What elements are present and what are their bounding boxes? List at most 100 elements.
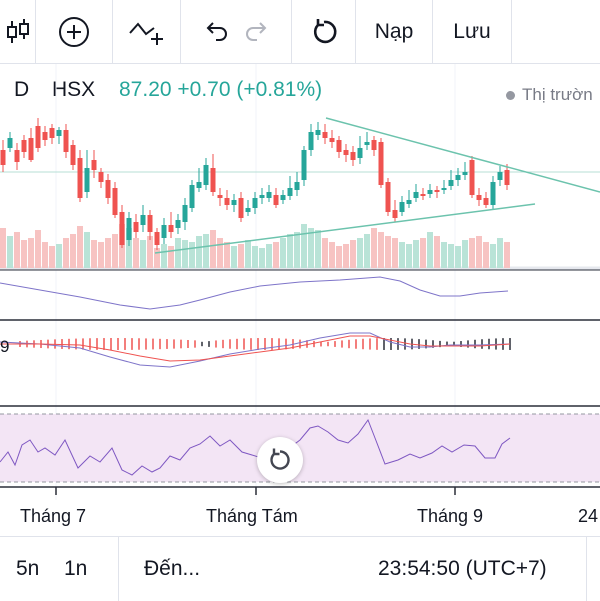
top-toolbar: Nạp Lưu [0,0,600,64]
oscillator-line [0,276,509,310]
volume-bar [98,242,104,268]
candle-body [196,182,202,188]
candle-body [70,145,76,165]
lower-trendline[interactable] [154,203,536,254]
candle-body [28,138,34,160]
add-circle-icon [59,16,89,47]
redo-icon[interactable] [243,18,271,46]
candle-body [287,188,293,196]
range-5y-button[interactable]: 5n [16,557,40,580]
volume-bar [161,244,167,268]
candle-body [476,195,482,200]
candle-body [399,202,405,212]
candle-body [217,195,223,198]
volume-bar [56,244,62,268]
reset-icon [270,448,290,470]
candle-body [161,225,167,238]
volume-bar [280,238,286,268]
candle-body [189,185,195,208]
candle-body [21,140,27,152]
divider [586,537,587,601]
volume-bar [252,246,258,268]
save-layout-button[interactable]: Lưu [433,0,512,64]
candle-body [175,220,181,228]
volume-bar [217,238,223,268]
candle-body [140,215,146,225]
candle-body [154,232,160,245]
candle-body [441,188,447,190]
x-axis-label-august: Tháng Tám [206,506,298,526]
candle-body [392,210,398,218]
volume-bar [42,242,48,268]
signal-line [0,335,511,362]
candle-body [504,170,510,185]
macd-histogram [19,338,511,350]
volume-bar [7,236,13,268]
candle-body [420,194,426,196]
candle-body [35,126,41,148]
upper-trendline[interactable] [325,117,600,193]
undo-redo-group [181,0,292,64]
volume-bar [378,232,384,268]
volume-bar [49,246,55,268]
volume-bar [413,240,419,268]
candle-body [112,188,118,215]
goto-date-button[interactable]: Đến... [144,557,201,580]
volume-bar [294,232,300,268]
volume-bar [399,242,405,268]
candle-body [434,190,440,192]
candle-body [84,168,90,192]
volume-bar [91,240,97,268]
exchange-label: HSX [52,78,96,101]
volume-bar [469,238,475,268]
candles [0,118,510,250]
candle-body [252,198,258,208]
candle-body [133,222,139,232]
chart-type-button[interactable] [0,0,36,64]
volume-bar [189,242,195,268]
volume-bar [315,230,321,268]
volume-bar [259,248,265,268]
candle-body [308,132,314,150]
candle-body [203,165,209,185]
candle-body [182,205,188,222]
volume-bar [406,244,412,268]
x-axis-label-july: Tháng 7 [20,506,87,526]
reset-chart-button[interactable] [292,0,356,64]
interval-label[interactable]: D [14,78,30,101]
volume-bar [35,230,41,268]
candle-body [455,175,461,180]
range-1y-button[interactable]: 1n [64,557,88,580]
status-dot-icon [506,90,515,100]
volume-bar [371,228,377,268]
indicators-icon [128,21,163,45]
candle-body [105,180,111,198]
candle-body [210,168,216,192]
x-axis-label-september: Tháng 9 [417,506,484,526]
candle-body [238,198,244,218]
divider [118,537,119,601]
load-layout-button[interactable]: Nạp [356,0,433,64]
volume-bar [175,238,181,268]
volume-bar [476,236,482,268]
volume-bar [434,236,440,268]
candle-body [462,172,468,175]
volume-bar [455,246,461,268]
market-status: Thị trườn [506,85,593,105]
clock-label[interactable]: 23:54:50 (UTC+7) [378,557,547,580]
candle-body [42,132,48,140]
volume-bar [441,242,447,268]
candle-body [259,195,265,198]
add-symbol-button[interactable] [36,0,113,64]
candle-body [14,150,20,162]
volume-bar [196,236,202,268]
indicators-button[interactable] [113,0,181,64]
candle-body [231,200,237,205]
undo-icon[interactable] [202,18,230,46]
reset-zoom-button[interactable] [257,437,303,483]
volume-bar [483,242,489,268]
volume-bar [329,242,335,268]
candle-body [343,150,349,155]
volume-bar [245,240,251,268]
candle-body [98,172,104,182]
